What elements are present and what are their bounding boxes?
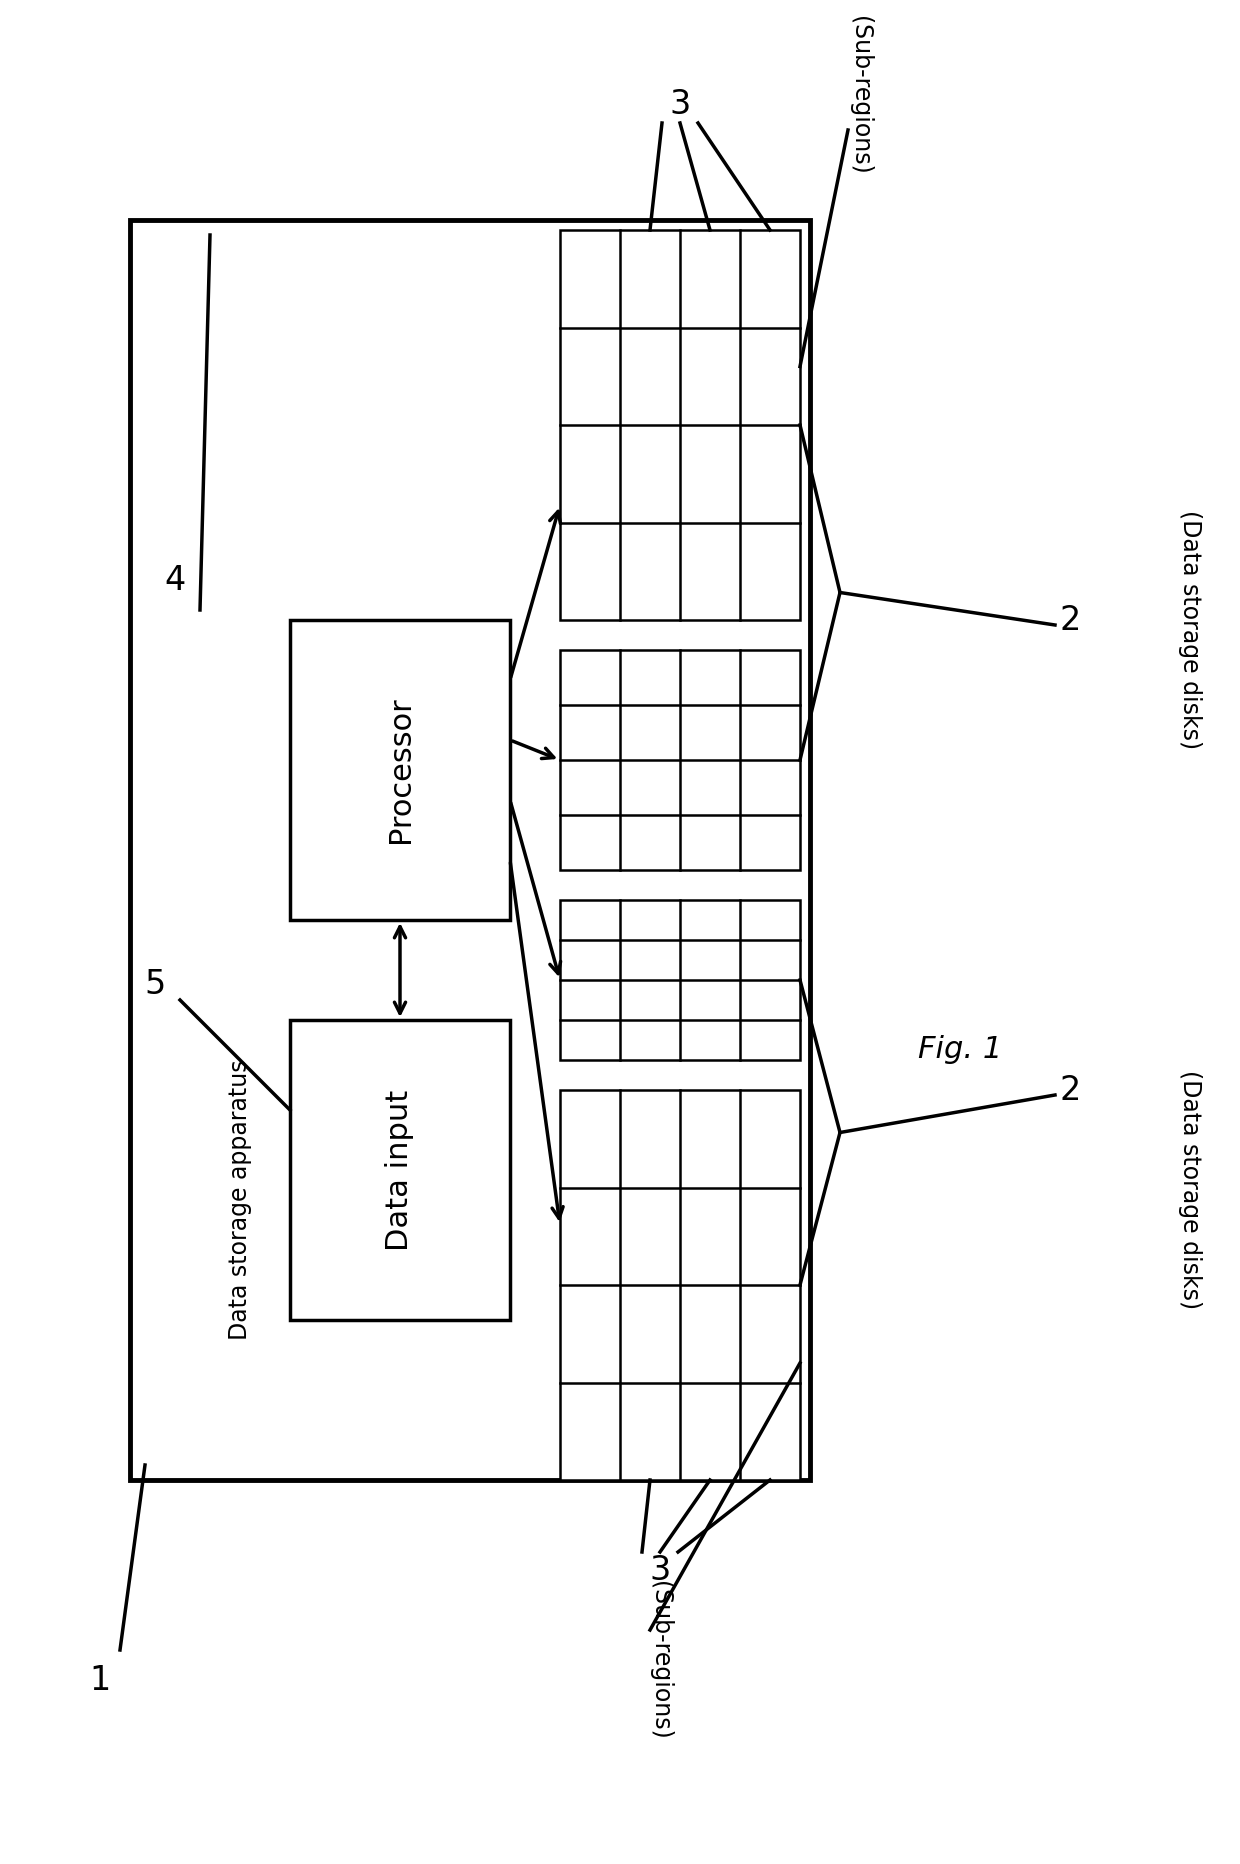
Bar: [560, 651, 800, 870]
Text: Fig. 1: Fig. 1: [918, 1036, 1002, 1064]
Bar: [560, 900, 800, 1061]
Bar: [560, 229, 800, 621]
Bar: [560, 1090, 800, 1480]
Text: (Data storage disks): (Data storage disks): [1178, 511, 1202, 749]
Bar: [130, 220, 810, 1480]
Text: 2: 2: [1059, 604, 1081, 636]
Bar: [290, 621, 510, 921]
Text: 1: 1: [89, 1663, 110, 1696]
Text: 4: 4: [165, 563, 186, 596]
Text: (Sub-regions): (Sub-regions): [649, 1581, 672, 1739]
Text: Processor: Processor: [386, 697, 414, 843]
Text: (Data storage disks): (Data storage disks): [1178, 1070, 1202, 1310]
Text: (Sub-regions): (Sub-regions): [848, 15, 872, 175]
Text: 3: 3: [650, 1553, 671, 1586]
Text: 3: 3: [670, 88, 691, 121]
Bar: [290, 1020, 510, 1320]
Text: Data input: Data input: [386, 1089, 414, 1251]
Text: 2: 2: [1059, 1074, 1081, 1107]
Text: 5: 5: [144, 969, 166, 1001]
Text: Data storage apparatus: Data storage apparatus: [228, 1061, 252, 1340]
